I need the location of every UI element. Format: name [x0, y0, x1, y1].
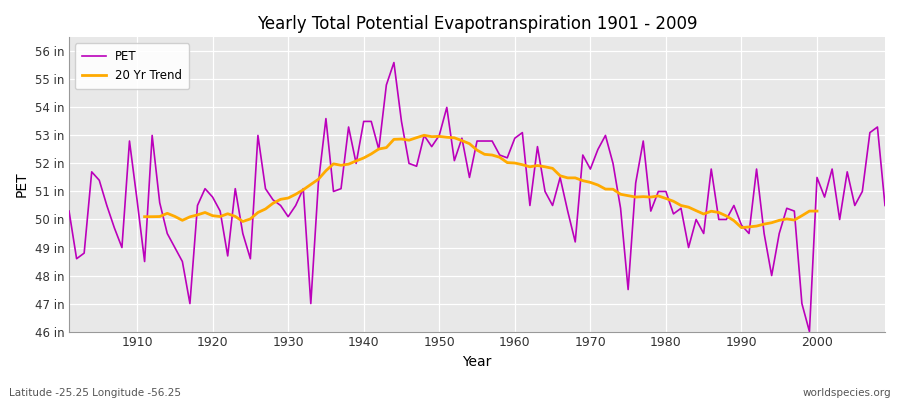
- PET: [336, 186, 346, 191]
- 20 Yr Trend: [140, 214, 150, 219]
- Legend: PET, 20 Yr Trend: PET, 20 Yr Trend: [75, 43, 189, 89]
- Title: Yearly Total Potential Evapotranspiration 1901 - 2009: Yearly Total Potential Evapotranspiratio…: [256, 15, 698, 33]
- PET: [291, 203, 302, 208]
- 20 Yr Trend: [796, 213, 807, 218]
- PET: [804, 329, 814, 334]
- Text: worldspecies.org: worldspecies.org: [803, 388, 891, 398]
- 20 Yr Trend: [736, 225, 747, 230]
- PET: [124, 139, 135, 144]
- 20 Yr Trend: [343, 162, 354, 166]
- Text: Latitude -25.25 Longitude -56.25: Latitude -25.25 Longitude -56.25: [9, 388, 181, 398]
- PET: [64, 209, 75, 214]
- PET: [608, 161, 618, 166]
- 20 Yr Trend: [230, 214, 240, 219]
- 20 Yr Trend: [721, 214, 732, 218]
- Line: PET: PET: [69, 62, 885, 332]
- X-axis label: Year: Year: [463, 355, 491, 369]
- 20 Yr Trend: [706, 209, 716, 214]
- Line: 20 Yr Trend: 20 Yr Trend: [145, 135, 817, 228]
- PET: [509, 136, 520, 141]
- Y-axis label: PET: PET: [15, 172, 29, 197]
- 20 Yr Trend: [418, 133, 429, 138]
- PET: [517, 130, 527, 135]
- PET: [879, 203, 890, 208]
- 20 Yr Trend: [616, 192, 626, 197]
- 20 Yr Trend: [812, 209, 823, 214]
- PET: [389, 60, 400, 65]
